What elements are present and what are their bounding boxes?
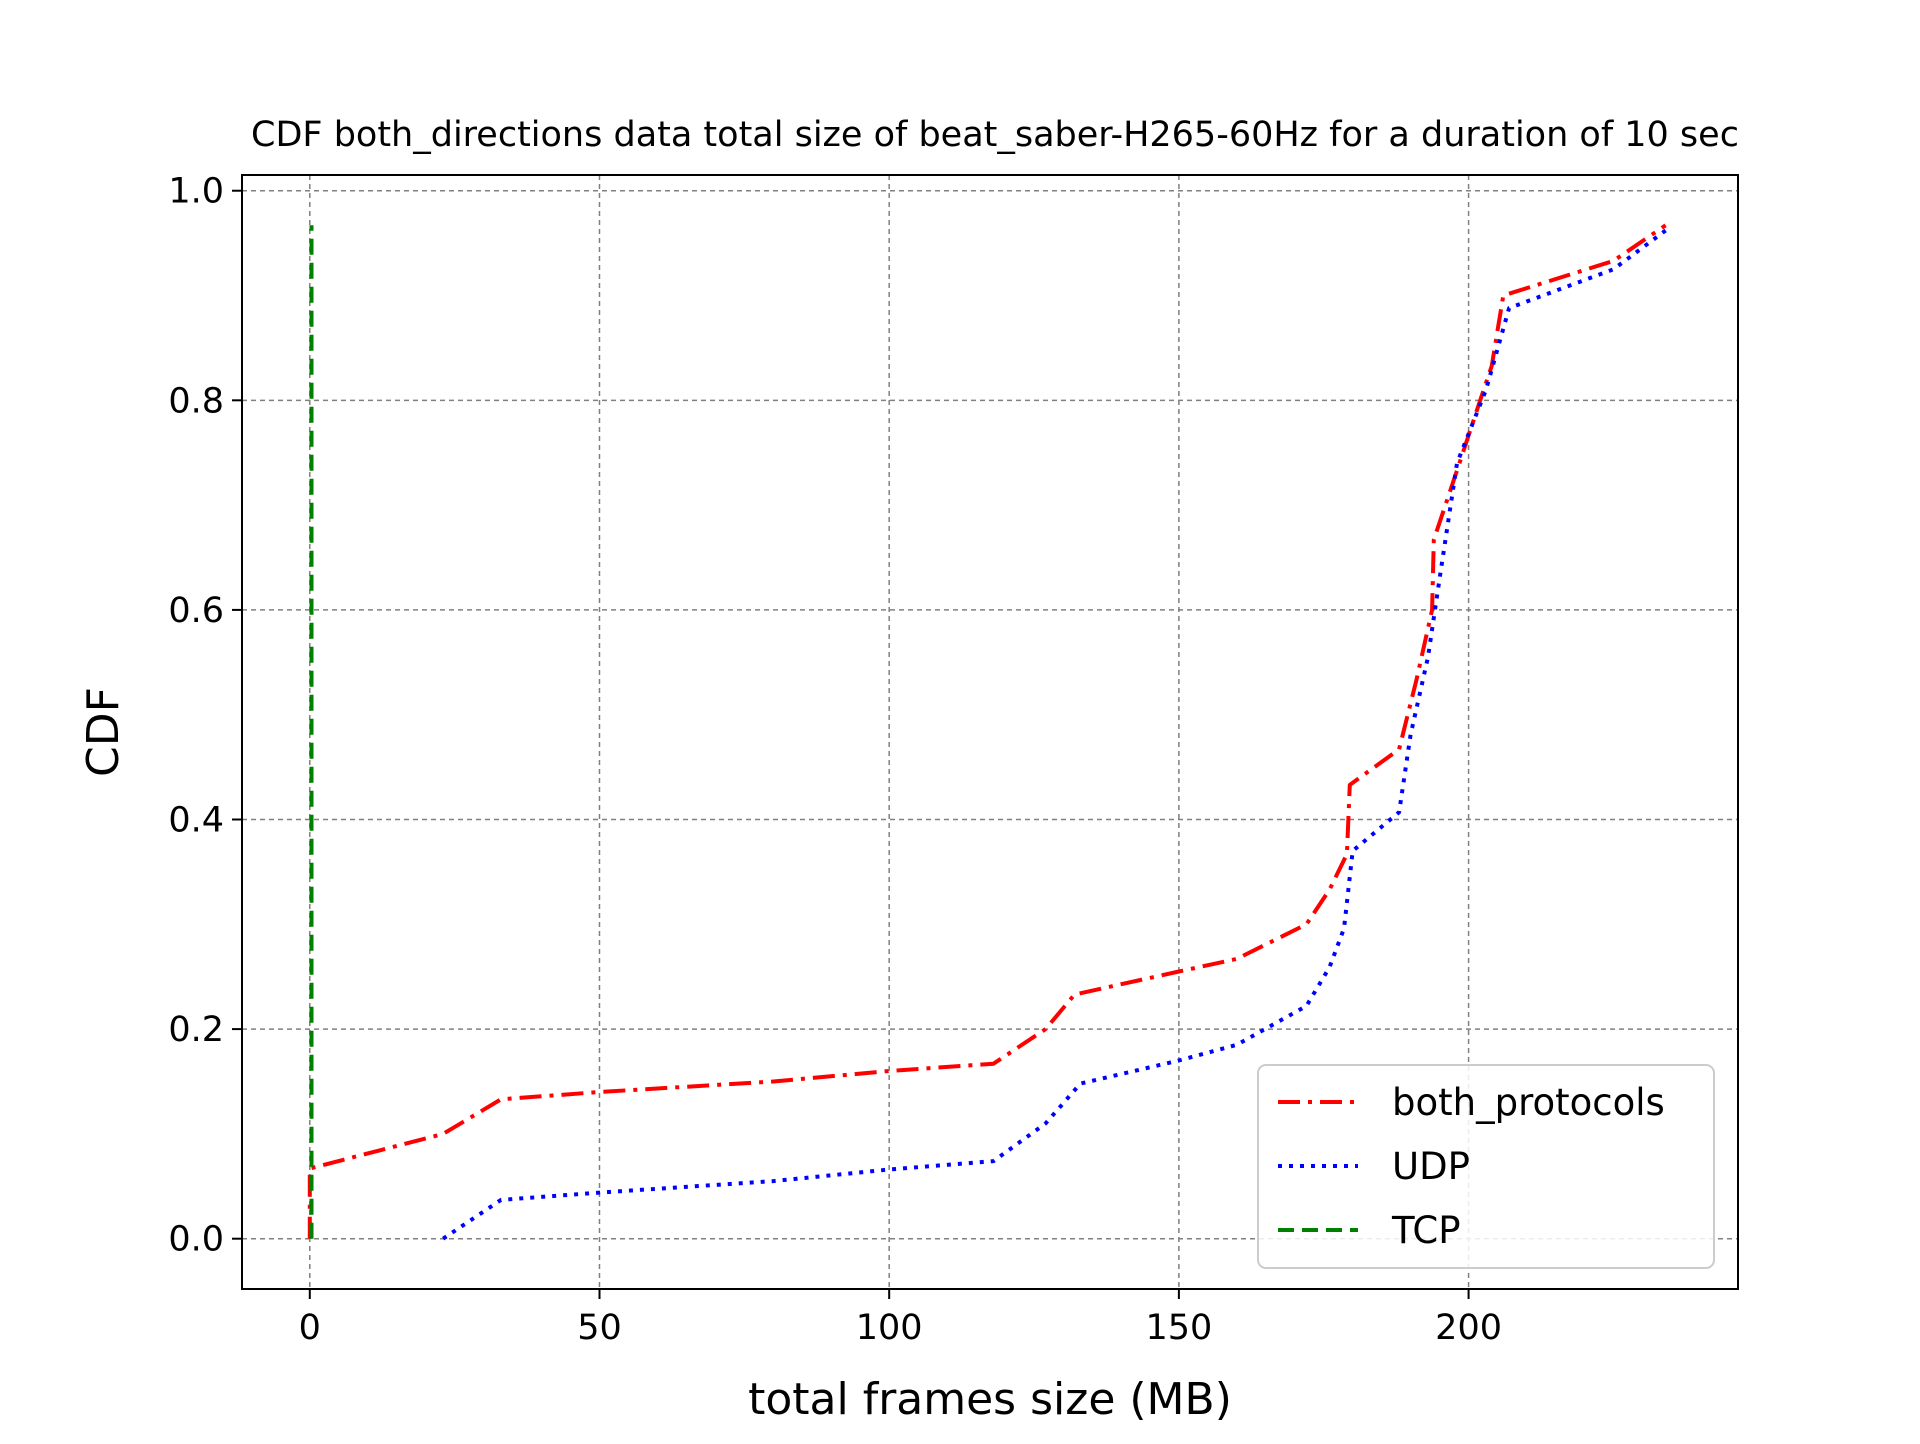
- x-axis-ticks: 0 50 100 150 200: [299, 1289, 1502, 1348]
- x-tick-label: 0: [299, 1308, 321, 1348]
- y-tick-label: 0.4: [168, 801, 224, 841]
- y-axis-ticks: 0.0 0.2 0.4 0.6 0.8 1.0: [168, 172, 242, 1260]
- y-tick-label: 0.2: [168, 1010, 224, 1050]
- y-tick-label: 0.8: [168, 381, 224, 421]
- series-line-both-protocols: [307, 223, 1667, 1239]
- y-axis-label: CDF: [78, 687, 129, 777]
- y-tick-label: 0.0: [168, 1220, 224, 1260]
- x-tick-label: 100: [856, 1308, 923, 1348]
- chart-title: CDF both_directions data total size of b…: [251, 115, 1739, 155]
- legend-label: UDP: [1392, 1145, 1470, 1188]
- x-tick-label: 50: [577, 1308, 622, 1348]
- series-line-udp: [441, 228, 1667, 1241]
- legend-label: both_protocols: [1392, 1081, 1665, 1124]
- legend: both_protocols UDP TCP: [1257, 1064, 1715, 1269]
- x-tick-label: 150: [1145, 1308, 1212, 1348]
- plot-frame: [241, 174, 1739, 1290]
- x-tick-label: 200: [1435, 1308, 1502, 1348]
- x-axis-label: total frames size (MB): [748, 1374, 1232, 1425]
- legend-label: TCP: [1391, 1209, 1461, 1252]
- legend-box: [1257, 1064, 1715, 1269]
- y-tick-label: 1.0: [168, 172, 224, 212]
- series-lines: [307, 223, 1667, 1241]
- y-tick-label: 0.6: [168, 591, 224, 631]
